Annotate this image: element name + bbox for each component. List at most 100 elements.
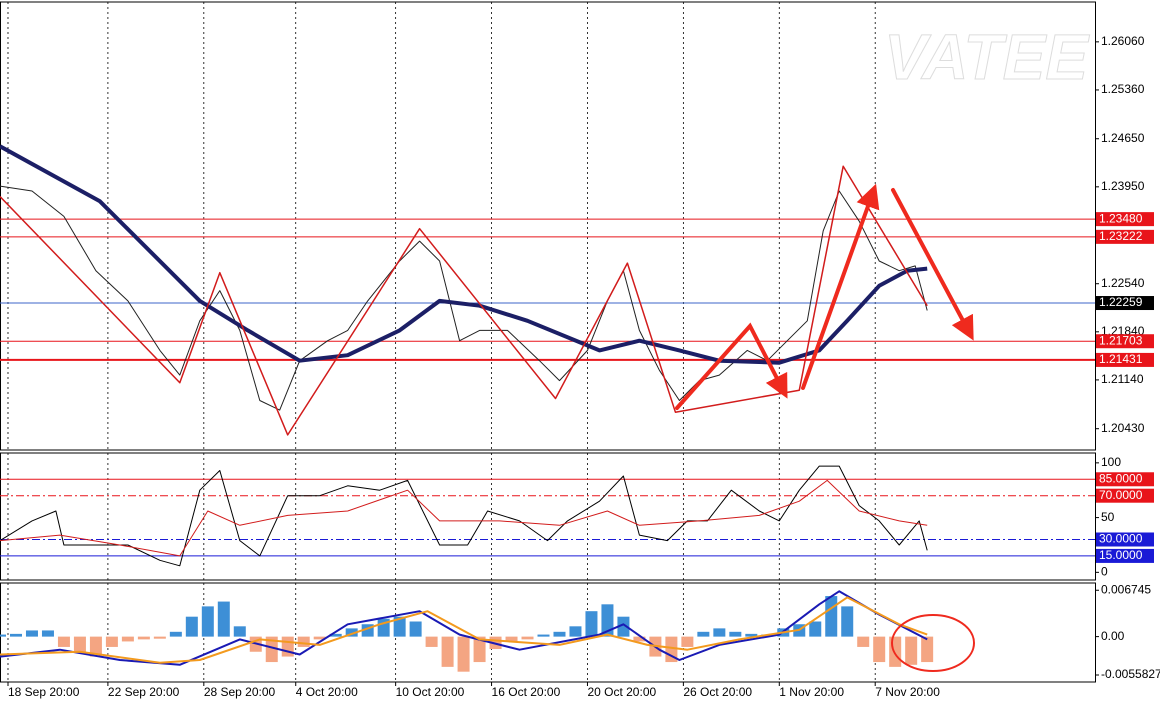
x-tick-label: 22 Sep 20:00 (108, 685, 180, 699)
histogram-bar (313, 636, 326, 640)
level-label: 70.0000 (1099, 488, 1143, 502)
x-tick-label: 18 Sep 20:00 (8, 685, 80, 699)
histogram-bar (137, 636, 150, 640)
y-tick-label: 100 (1101, 455, 1121, 469)
histogram-bar (633, 636, 646, 642)
histogram-bar (345, 628, 358, 637)
histogram-bar (857, 636, 870, 647)
histogram-bar (457, 636, 470, 672)
histogram-bar (441, 636, 454, 667)
level-label-bg (1096, 296, 1154, 311)
y-tick-label: 1.24650 (1101, 131, 1145, 145)
arrow (801, 183, 880, 390)
histogram-bar (537, 634, 550, 637)
level-label-bg (1096, 472, 1154, 487)
histogram-bar (329, 633, 342, 637)
histogram-bar (889, 636, 902, 667)
y-tick-label: 0.006745 (1101, 582, 1151, 596)
histogram-bar (569, 626, 582, 637)
histogram-bar (0, 634, 6, 637)
histogram-bar (169, 631, 182, 637)
x-tick-label: 4 Oct 20:00 (296, 685, 358, 699)
histogram-bar (57, 636, 70, 647)
histogram-bar (601, 604, 614, 637)
level-label: 1.22259 (1099, 295, 1143, 309)
histogram-bar (921, 636, 934, 663)
histogram-bar (201, 606, 214, 637)
histogram-bar (233, 626, 246, 637)
histogram-bar (73, 636, 86, 652)
histogram-bar (89, 636, 102, 657)
x-tick-label: 10 Oct 20:00 (396, 685, 465, 699)
level-label: 85.0000 (1099, 471, 1143, 485)
y-tick-label: 0 (1101, 565, 1108, 579)
histogram-bar (105, 636, 118, 647)
x-tick-label: 26 Oct 20:00 (683, 685, 752, 699)
annotations (675, 183, 975, 672)
histogram-bar (553, 631, 566, 637)
panel-frame (0, 452, 1096, 581)
histogram-bar (121, 636, 134, 642)
histogram-bar (585, 611, 598, 637)
histogram-bar (393, 616, 406, 637)
y-tick-label: 1.25360 (1101, 82, 1145, 96)
histogram-bar (729, 631, 742, 637)
arrow (891, 188, 974, 341)
level-label-bg (1096, 532, 1154, 547)
x-tick-label: 1 Nov 20:00 (779, 685, 844, 699)
x-tick-label: 20 Oct 20:00 (587, 685, 656, 699)
series-line (0, 465, 928, 567)
histogram-bar (697, 631, 710, 637)
series-line (0, 185, 928, 411)
x-tick-label: 7 Nov 20:00 (875, 685, 940, 699)
histogram-bar (873, 636, 886, 663)
histogram-bar (825, 596, 838, 637)
y-tick-label: 1.20430 (1101, 421, 1145, 435)
histogram-bar (297, 636, 310, 647)
panel-frame (0, 1, 1096, 451)
histogram-bar (713, 628, 726, 637)
y-tick-label: 1.23950 (1101, 179, 1145, 193)
y-tick-label: 1.26060 (1101, 34, 1145, 48)
y-tick-label: 0.00 (1101, 629, 1125, 643)
level-label: 30.0000 (1099, 532, 1143, 546)
y-tick-label: -0.0055827 (1101, 667, 1160, 681)
histogram-bar (521, 636, 534, 640)
series-line (0, 165, 928, 436)
level-label-bg (1096, 229, 1154, 244)
level-label: 1.21703 (1099, 333, 1143, 347)
level-label-bg (1096, 212, 1154, 227)
histogram-bar (409, 621, 422, 637)
histogram-bar (505, 636, 518, 642)
arrow (675, 322, 788, 410)
y-tick-label: 50 (1101, 510, 1115, 524)
series-line (0, 596, 928, 664)
histogram-bar (25, 630, 38, 637)
histogram-bar (153, 636, 166, 639)
level-label: 1.21431 (1099, 352, 1143, 366)
histogram-bar (185, 616, 198, 637)
histogram-bar (745, 633, 758, 637)
histogram-bar (665, 636, 678, 663)
histogram-bar (9, 633, 22, 637)
level-label-bg (1096, 352, 1154, 367)
histogram-bar (809, 621, 822, 637)
axis-bg (1096, 583, 1160, 682)
x-tick-label: 16 Oct 20:00 (492, 685, 561, 699)
histogram-bar (841, 606, 854, 637)
series-line (0, 479, 928, 557)
level-label-bg (1096, 548, 1154, 563)
histogram-bar (681, 636, 694, 647)
level-label-bg (1096, 488, 1154, 503)
y-tick-label: 1.22540 (1101, 276, 1145, 290)
histogram-bar (473, 636, 486, 663)
y-tick-label: 1.21140 (1101, 372, 1144, 386)
x-tick-label: 28 Sep 20:00 (204, 685, 276, 699)
level-label: 1.23222 (1099, 229, 1143, 243)
histogram-bar (905, 636, 918, 665)
series-line (0, 144, 928, 365)
panel-frame (0, 582, 1096, 683)
watermark: VATEE (884, 21, 1090, 93)
